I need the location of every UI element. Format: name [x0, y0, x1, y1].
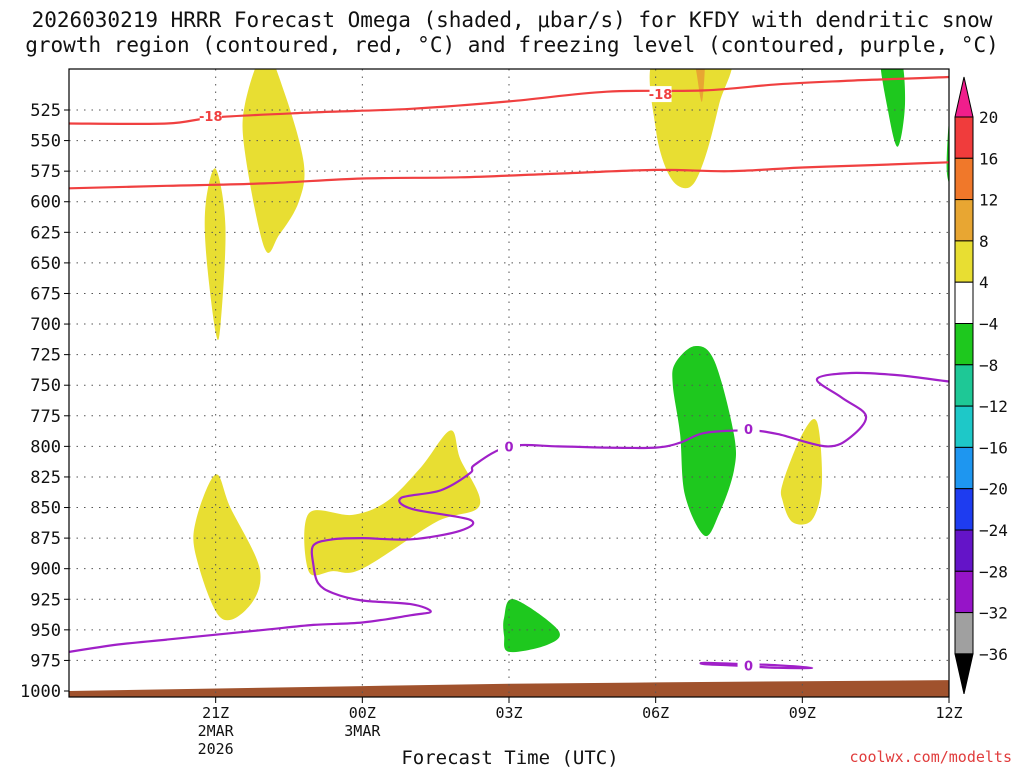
y-tick-label: 625 [30, 223, 61, 243]
x-tick-label: 3MAR [344, 722, 381, 740]
chart-title-line-2: growth region (contoured, red, °C) and f… [25, 33, 999, 57]
y-tick-label: 550 [30, 132, 61, 152]
colorbar-label: −4 [979, 315, 998, 334]
dgz-label-0-bg [199, 108, 222, 125]
colorbar-swatch [954, 612, 974, 655]
colorbar-label: −16 [979, 438, 1008, 457]
grid-layer [69, 69, 950, 697]
y-tick-label: 700 [30, 315, 61, 335]
colorbar-label: −36 [979, 645, 1008, 664]
colorbar-swatch [954, 405, 974, 448]
colorbar-label: 20 [979, 108, 998, 127]
y-tick-label: 525 [30, 101, 61, 121]
y-tick-label: 900 [30, 560, 61, 580]
colorbar-swatch [954, 199, 974, 242]
colorbar-swatch [954, 240, 974, 283]
x-tick-label: 09Z [789, 704, 816, 722]
y-axis: 525 550 575 600 625 650 675 700 725 750 775 800 825 8… [20, 101, 69, 702]
y-tick-label: 600 [30, 193, 61, 213]
y-tick-label: 675 [30, 284, 61, 304]
y-tick-label: 800 [30, 437, 61, 457]
colorbar-label: −12 [979, 397, 1008, 416]
ground-terrain [69, 680, 949, 697]
colorbar-label: −24 [979, 521, 1008, 540]
colorbar-swatch [954, 364, 974, 407]
dgz-label-0: -18 [199, 110, 223, 125]
freezing-label-2-bg [737, 657, 760, 674]
omega-region-4 [649, 69, 732, 189]
y-tick-label: 650 [30, 254, 61, 274]
y-tick-label: 825 [30, 468, 61, 488]
freezing-label-0-bg [498, 438, 520, 455]
colorbar: 20 16 12 8 4 −4 −8 −12 −16 −20 −24 −28 −32 −36 [954, 76, 1008, 695]
omega-region-2 [193, 474, 261, 621]
colorbar-min-arrow [954, 653, 974, 695]
y-tick-label: 975 [30, 651, 61, 671]
omega-region-1 [242, 69, 305, 253]
y-tick-label: 725 [30, 346, 61, 366]
y-tick-label: 575 [30, 162, 61, 182]
omega-region-6 [695, 69, 705, 102]
omega-region-7 [880, 69, 906, 147]
x-tick-label: 00Z [349, 704, 376, 722]
colorbar-swatch [954, 157, 974, 201]
colorbar-swatch [954, 570, 974, 614]
freezing-label-1-bg [737, 421, 760, 438]
omega-region-0 [204, 168, 226, 340]
chart-title-line-1: 2026030219 HRRR Forecast Omega (shaded, … [31, 8, 993, 32]
y-tick-label: 925 [30, 590, 61, 610]
x-tick-label: 2MAR [198, 722, 235, 740]
dgz-label-2-bg [649, 86, 672, 103]
y-tick-label: 850 [30, 499, 61, 519]
freezing-level-contour-low [699, 661, 814, 670]
x-tick-label: 03Z [495, 704, 522, 722]
y-tick-label: 750 [30, 376, 61, 396]
colorbar-swatch [954, 446, 974, 490]
colorbar-label: 16 [979, 149, 998, 168]
colorbar-swatch [954, 116, 974, 159]
omega-region-10 [503, 599, 560, 653]
y-tick-label: 875 [30, 529, 61, 549]
credit-text: coolwx.com/modelts [849, 748, 1012, 766]
colorbar-label: −8 [979, 356, 998, 375]
colorbar-label: −32 [979, 604, 1008, 623]
freezing-label-0: 0 [504, 440, 513, 455]
colorbar-label: 12 [979, 191, 998, 210]
colorbar-label: −28 [979, 562, 1008, 581]
omega-region-8 [946, 122, 949, 184]
colorbar-max-arrow [954, 76, 974, 118]
dgz-contour-1 [69, 161, 949, 190]
freezing-label-1: 0 [744, 423, 753, 438]
colorbar-swatch [954, 281, 974, 325]
freezing-level-contour [69, 371, 949, 653]
y-tick-label: 950 [30, 621, 61, 641]
y-tick-label: 1000 [20, 682, 61, 702]
omega-region-3 [304, 430, 481, 576]
omega-region-9 [672, 346, 737, 537]
colorbar-swatch [954, 488, 974, 531]
colorbar-label: 8 [979, 232, 989, 251]
omega-region-5 [780, 418, 823, 525]
contour-labels-layer: -18 -18 0 0 0 [199, 86, 760, 674]
colorbar-swatch [954, 529, 974, 572]
x-tick-label: 06Z [642, 704, 669, 722]
colorbar-swatch [954, 323, 974, 366]
y-tick-label: 775 [30, 407, 61, 427]
colorbar-label: 4 [979, 273, 989, 292]
x-tick-label: 2026 [198, 740, 234, 758]
x-axis-label: Forecast Time (UTC) [401, 747, 618, 768]
x-tick-label: 12Z [935, 704, 962, 722]
x-tick-label: 21Z [202, 704, 229, 722]
dgz-label-2: -18 [649, 88, 673, 103]
colorbar-label: −20 [979, 480, 1008, 499]
freezing-label-2: 0 [744, 659, 753, 674]
